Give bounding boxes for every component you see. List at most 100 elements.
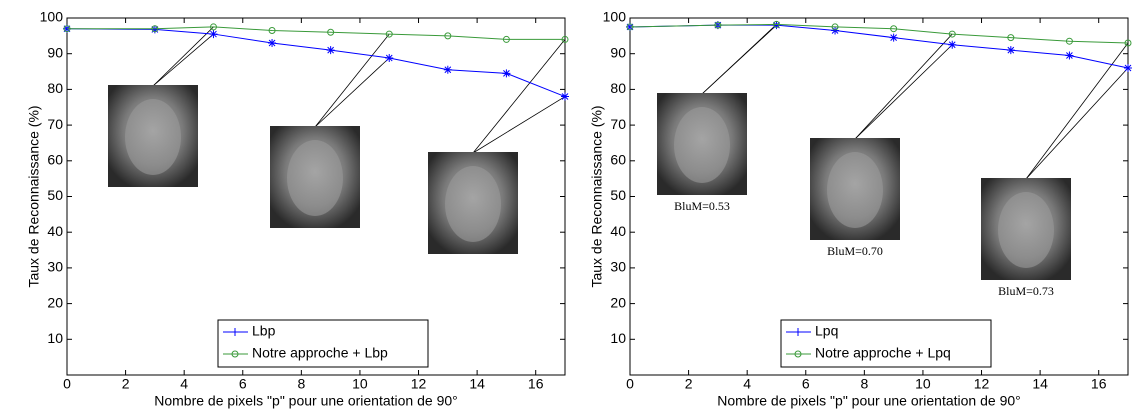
- x-tick-label: 4: [743, 376, 751, 392]
- marker: [502, 35, 510, 43]
- legend-box: [780, 319, 992, 368]
- connector: [314, 57, 390, 128]
- annotation: BluM=0.53: [674, 199, 730, 213]
- connector: [701, 24, 777, 95]
- marker: [443, 65, 452, 74]
- y-tick-label: 60: [610, 152, 626, 168]
- face-image: [445, 166, 501, 242]
- y-tick-label: 40: [47, 223, 63, 239]
- y-tick-label: 100: [40, 9, 64, 25]
- y-tick-label: 90: [47, 44, 63, 60]
- y-tick-label: 40: [610, 223, 626, 239]
- y-tick-label: 30: [47, 259, 63, 275]
- legend-label: Notre approche + Lpq: [815, 345, 951, 361]
- marker: [150, 25, 159, 34]
- connector: [472, 96, 566, 154]
- marker: [831, 23, 839, 31]
- legend-marker: [794, 328, 802, 336]
- legend-label: Lbp: [252, 323, 276, 339]
- series-line: [629, 23, 1129, 44]
- y-tick-label: 70: [610, 116, 626, 132]
- y-tick-label: 90: [610, 44, 626, 60]
- connector: [1025, 67, 1129, 180]
- legend-marker: [231, 350, 239, 358]
- x-tick-label: 8: [297, 376, 305, 392]
- marker: [268, 26, 276, 34]
- marker: [209, 23, 217, 31]
- marker: [385, 53, 394, 62]
- connector: [1025, 42, 1129, 180]
- marker: [1007, 34, 1015, 42]
- x-axis-label: Nombre de pixels "p" pour une orientatio…: [717, 393, 1021, 409]
- x-tick-label: 12: [411, 376, 427, 392]
- marker: [63, 25, 71, 33]
- marker: [151, 25, 159, 33]
- x-tick-label: 4: [180, 376, 188, 392]
- x-tick-label: 2: [122, 376, 130, 392]
- face-image: [674, 107, 730, 183]
- y-tick-label: 20: [610, 294, 626, 310]
- legend-box: [217, 319, 429, 368]
- marker: [1124, 39, 1132, 47]
- connector: [152, 26, 214, 87]
- x-tick-label: 16: [1091, 376, 1107, 392]
- legend-label: Lpq: [815, 323, 838, 339]
- x-tick-label: 2: [685, 376, 693, 392]
- y-tick-label: 100: [603, 9, 627, 25]
- marker: [444, 32, 452, 40]
- x-tick-label: 6: [239, 376, 247, 392]
- marker: [772, 20, 780, 28]
- y-tick-label: 30: [610, 259, 626, 275]
- marker: [1006, 46, 1015, 55]
- connector: [314, 33, 390, 128]
- annotation: BluM=0.73: [998, 284, 1054, 298]
- marker: [1065, 37, 1073, 45]
- y-tick-label: 10: [610, 330, 626, 346]
- y-tick-label: 10: [47, 330, 63, 346]
- marker: [948, 40, 957, 49]
- marker: [626, 23, 634, 31]
- y-axis-label: Taux de Reconnaissance (%): [589, 105, 605, 287]
- marker: [561, 35, 569, 43]
- x-tick-label: 6: [802, 376, 810, 392]
- x-axis-label: Nombre de pixels "p" pour une orientatio…: [154, 393, 458, 409]
- x-tick-label: 16: [528, 376, 544, 392]
- x-tick-label: 14: [1032, 376, 1048, 392]
- y-axis-label: Taux de Reconnaissance (%): [26, 105, 42, 287]
- y-tick-label: 20: [47, 294, 63, 310]
- series-line: [67, 26, 565, 40]
- x-tick-label: 14: [469, 376, 485, 392]
- connector: [472, 39, 566, 154]
- x-tick-label: 8: [860, 376, 868, 392]
- y-tick-label: 50: [610, 187, 626, 203]
- connector: [854, 33, 953, 140]
- x-tick-label: 0: [63, 376, 71, 392]
- y-tick-label: 60: [47, 152, 63, 168]
- y-tick-label: 50: [47, 187, 63, 203]
- marker: [889, 33, 898, 42]
- connector: [152, 33, 214, 87]
- y-tick-label: 80: [47, 80, 63, 96]
- marker: [209, 30, 218, 39]
- marker: [1124, 63, 1132, 72]
- marker: [1065, 51, 1074, 60]
- marker: [714, 21, 722, 29]
- marker: [772, 21, 781, 30]
- marker: [502, 69, 511, 78]
- x-tick-label: 12: [974, 376, 990, 392]
- marker: [561, 92, 569, 101]
- face-image: [125, 99, 181, 175]
- y-tick-label: 70: [47, 116, 63, 132]
- connector: [854, 44, 953, 140]
- legend-label: Notre approche + Lbp: [252, 345, 388, 361]
- y-tick-label: 80: [610, 80, 626, 96]
- face-image: [998, 192, 1054, 268]
- face-image: [827, 152, 883, 228]
- marker: [948, 30, 956, 38]
- marker: [327, 28, 335, 36]
- legend-marker: [231, 328, 239, 336]
- x-tick-label: 10: [915, 376, 931, 392]
- marker: [326, 46, 335, 55]
- marker: [831, 26, 840, 35]
